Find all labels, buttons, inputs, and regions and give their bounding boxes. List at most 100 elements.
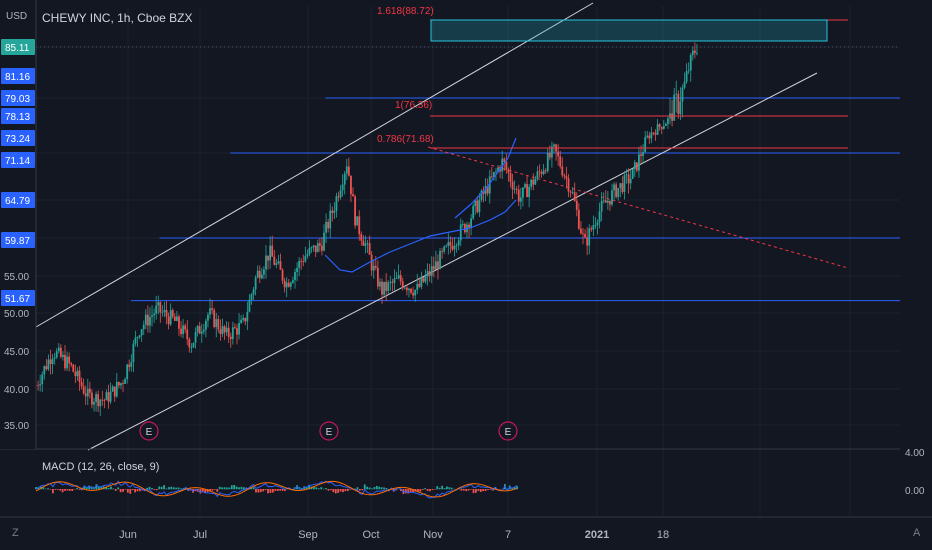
candle-body [586,237,589,246]
macd-histogram-bar [134,489,137,493]
macd-histogram-bar [122,489,124,492]
macd-histogram-bar [76,488,78,490]
moving-average-line-fast [454,137,517,219]
macd-histogram-bar [139,489,141,492]
time-tick-label: Sep [298,529,318,541]
price-badge-label: 85.11 [5,43,30,54]
candle-body [292,280,294,283]
macd-histogram-bar [349,489,352,490]
macd-tick-label: 0.00 [905,486,925,497]
candle-body [408,288,410,291]
macd-histogram-bar [421,489,424,490]
candle-body [163,310,166,312]
candle-body [263,269,265,275]
macd-histogram-bar [344,489,347,492]
candle-body [418,283,421,287]
zoom-button[interactable]: Z [12,527,19,539]
macd-histogram-bar [64,489,66,491]
chart-title: CHEWY INC, 1h, Cboe BZX [42,11,193,25]
candle-body [573,192,576,201]
candle-body [426,271,429,277]
candle-body [662,125,665,129]
candle-body [43,366,46,375]
macd-histogram-bar [400,489,402,492]
macd-histogram-bar [356,487,359,490]
candle-body [685,71,688,82]
macd-histogram-bar [458,488,460,490]
candle-body [486,186,489,194]
candle-body [254,277,257,290]
candle-body [559,156,562,167]
candle-body [82,386,85,394]
macd-histogram-bar [255,489,257,493]
candle-body [350,175,352,195]
candle-body [169,310,172,325]
candle-body [507,169,510,173]
candle-body [592,225,595,230]
macd-histogram-bar [216,489,219,492]
macd-histogram-bar [472,489,475,494]
candle-body [146,314,149,326]
candle-body [236,328,238,335]
macd-histogram-bar [211,489,214,491]
macd-histogram-bar [66,489,69,491]
macd-histogram-bar [329,489,332,491]
candle-body [238,322,240,335]
macd-histogram-bar [419,489,422,492]
candle-body [582,233,584,235]
candle-body [519,197,522,202]
auto-scale-button[interactable]: A [913,527,921,539]
candle-body [182,325,185,335]
candle-body [184,325,187,330]
candle-body [368,243,371,255]
price-badge [1,90,35,106]
macd-histogram-bar [487,489,489,490]
macd-histogram-bar [153,489,156,490]
candle-body [412,292,414,296]
candle-body [345,166,348,174]
macd-histogram-bar [170,486,173,490]
candle-body [93,401,95,405]
macd-histogram-bar [426,489,429,491]
macd-histogram-bar [201,489,204,493]
candle-body [546,152,549,172]
candle-body [478,199,481,213]
macd-histogram-bar [375,485,378,490]
candle-body [652,132,655,134]
candle-body [393,278,396,283]
macd-histogram-bar [325,488,327,490]
candle-body [347,166,350,176]
macd-histogram-bar [395,489,398,491]
candle-body [124,379,126,384]
candle-body [524,184,526,188]
macd-signal-line [35,480,518,498]
candle-body [488,176,491,194]
candle-body [281,269,284,281]
macd-histogram-bar [317,488,320,490]
macd-histogram-bar [358,489,361,491]
candle-body [503,158,506,162]
candle-body [223,326,226,333]
macd-histogram-bar [378,486,381,490]
candle-body [219,329,222,335]
price-badge-label: 73.24 [5,134,30,145]
macd-histogram-bar [334,489,337,494]
candle-body [252,289,255,295]
price-tick-label: 35.00 [4,421,29,432]
candle-body [316,243,319,253]
candle-body [362,240,365,246]
candle-body [677,93,680,115]
price-badge-label: 51.67 [5,294,30,305]
macd-histogram-bar [494,487,497,490]
candle-body [161,311,164,313]
candle-body [679,101,682,115]
macd-histogram-bar [223,487,226,490]
candle-body [134,337,137,344]
macd-histogram-bar [177,487,180,490]
macd-histogram-bar [230,485,233,490]
candle-body [602,200,605,202]
macd-histogram-bar [165,488,168,490]
candle-body [294,271,296,281]
candle-body [590,228,593,230]
